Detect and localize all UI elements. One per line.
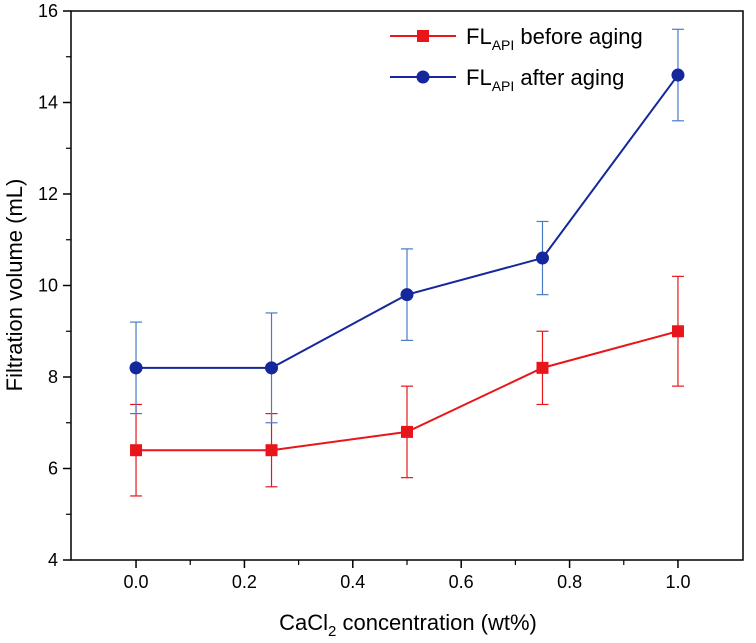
data-point-before-aging <box>671 325 684 338</box>
x-tick-label: 0.2 <box>232 572 257 592</box>
data-point-after-aging <box>129 361 143 375</box>
data-point-after-aging <box>400 288 414 302</box>
x-tick-label: 0.8 <box>557 572 582 592</box>
x-tick-label: 0.6 <box>449 572 474 592</box>
data-point-after-aging <box>671 68 685 82</box>
y-tick-label: 10 <box>38 276 58 296</box>
legend-label-after-aging: FLAPI after aging <box>466 65 624 94</box>
legend-label-before-aging: FLAPI before aging <box>466 24 643 53</box>
y-tick-label: 6 <box>48 459 58 479</box>
y-tick-label: 8 <box>48 367 58 387</box>
legend-marker-after-aging <box>416 70 430 84</box>
y-tick-label: 14 <box>38 93 58 113</box>
x-tick-label: 1.0 <box>665 572 690 592</box>
data-point-before-aging <box>265 444 278 457</box>
data-point-before-aging <box>130 444 143 457</box>
legend: FLAPI before aging FLAPI after aging <box>390 24 643 94</box>
y-axis-title: Filtration volume (mL) <box>2 179 27 392</box>
data-point-after-aging <box>535 251 549 265</box>
data-point-before-aging <box>536 361 549 374</box>
data-point-before-aging <box>401 425 413 438</box>
axis-ticks: 0.0 0.2 0.4 0.6 0.8 1.0 4 6 8 10 12 14 16 <box>38 1 691 592</box>
legend-marker-before-aging <box>417 30 429 42</box>
x-tick-label: 0.4 <box>340 572 365 592</box>
y-tick-label: 4 <box>48 550 58 570</box>
x-axis-title: CaCl2 concentration (wt%) <box>279 610 537 640</box>
x-tick-label: 0.0 <box>124 572 149 592</box>
series-markers <box>129 68 685 457</box>
y-tick-label: 16 <box>38 1 58 21</box>
data-point-after-aging <box>265 361 279 375</box>
y-tick-label: 12 <box>38 184 58 204</box>
